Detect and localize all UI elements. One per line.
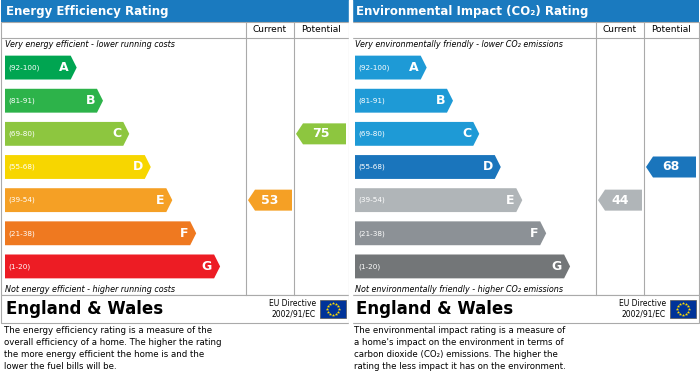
Text: The energy efficiency rating is a measure of the
overall efficiency of a home. T: The energy efficiency rating is a measur… [4,326,221,371]
Text: D: D [482,160,493,174]
Polygon shape [355,255,570,278]
Bar [351,0,699,22]
Text: 44: 44 [611,194,629,206]
Text: (1-20): (1-20) [358,263,380,270]
Text: 75: 75 [312,127,330,140]
Bar [320,300,346,318]
Text: (1-20): (1-20) [8,263,30,270]
Polygon shape [248,190,292,211]
Text: (92-100): (92-100) [8,65,39,71]
Polygon shape [355,155,500,179]
Polygon shape [296,123,346,144]
Polygon shape [355,122,480,146]
Text: (92-100): (92-100) [358,65,389,71]
Text: EU Directive
2002/91/EC: EU Directive 2002/91/EC [269,299,316,319]
Polygon shape [5,221,196,245]
Text: Potential: Potential [302,25,342,34]
Polygon shape [5,89,103,113]
Text: England & Wales: England & Wales [6,300,163,318]
Polygon shape [646,156,696,178]
Text: (69-80): (69-80) [358,131,385,137]
Bar [351,22,699,295]
Polygon shape [598,190,642,211]
Text: F: F [530,227,538,240]
Text: Not environmentally friendly - higher CO₂ emissions: Not environmentally friendly - higher CO… [355,285,563,294]
Bar [1,0,349,22]
Text: A: A [409,61,419,74]
Text: (21-38): (21-38) [358,230,385,237]
Text: Current: Current [253,25,287,34]
Text: B: B [85,94,95,107]
Polygon shape [5,122,130,146]
Text: E: E [156,194,164,206]
Polygon shape [5,188,172,212]
Polygon shape [355,56,427,79]
Text: Current: Current [603,25,637,34]
Polygon shape [355,221,546,245]
Polygon shape [5,155,150,179]
Text: (81-91): (81-91) [358,97,385,104]
Text: (81-91): (81-91) [8,97,35,104]
Text: (55-68): (55-68) [358,164,385,170]
Text: C: C [462,127,471,140]
Text: (39-54): (39-54) [358,197,385,203]
Polygon shape [355,188,522,212]
Text: C: C [112,127,121,140]
Text: (55-68): (55-68) [8,164,35,170]
Text: (21-38): (21-38) [8,230,35,237]
Polygon shape [5,255,220,278]
Text: Very energy efficient - lower running costs: Very energy efficient - lower running co… [5,40,175,49]
Polygon shape [5,56,77,79]
Text: EU Directive
2002/91/EC: EU Directive 2002/91/EC [619,299,666,319]
Text: Energy Efficiency Rating: Energy Efficiency Rating [6,5,169,18]
Text: G: G [202,260,212,273]
Text: A: A [59,61,69,74]
Text: (39-54): (39-54) [8,197,35,203]
Bar [1,22,349,295]
Bar [351,295,699,323]
Text: 53: 53 [261,194,279,206]
Bar [670,300,696,318]
Text: England & Wales: England & Wales [356,300,513,318]
Text: Environmental Impact (CO₂) Rating: Environmental Impact (CO₂) Rating [356,5,589,18]
Bar [1,295,349,323]
Text: Not energy efficient - higher running costs: Not energy efficient - higher running co… [5,285,175,294]
Text: Potential: Potential [652,25,692,34]
Text: (69-80): (69-80) [8,131,35,137]
Text: 68: 68 [662,160,680,174]
Text: D: D [132,160,143,174]
Text: Very environmentally friendly - lower CO₂ emissions: Very environmentally friendly - lower CO… [355,40,563,49]
Text: F: F [180,227,188,240]
Polygon shape [355,89,453,113]
Text: E: E [506,194,514,206]
Text: G: G [552,260,562,273]
Text: B: B [435,94,445,107]
Text: The environmental impact rating is a measure of
a home's impact on the environme: The environmental impact rating is a mea… [354,326,566,371]
